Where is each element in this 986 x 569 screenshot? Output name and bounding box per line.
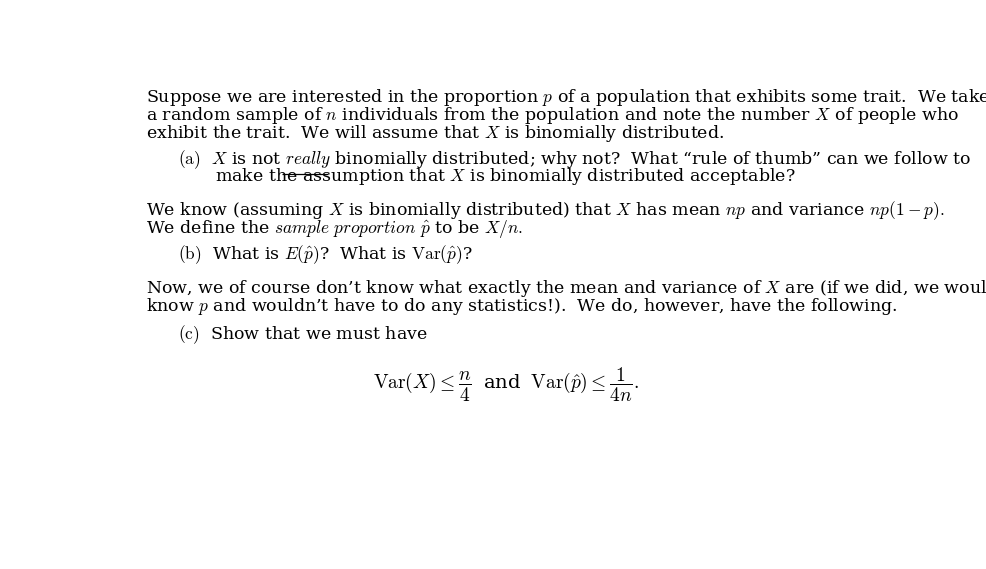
Text: $(\mathrm{c})$  Show that we must have: $(\mathrm{c})$ Show that we must have (178, 323, 428, 345)
Text: a random sample of $n$ individuals from the population and note the number $X$ o: a random sample of $n$ individuals from … (146, 105, 958, 126)
Text: exhibit the trait.  We will assume that $X$ is binomially distributed.: exhibit the trait. We will assume that $… (146, 123, 724, 144)
Text: $\mathrm{Var}(X) \leq \dfrac{n}{4}\;$ and $\;\mathrm{Var}(\hat{p}) \leq \dfrac{1: $\mathrm{Var}(X) \leq \dfrac{n}{4}\;$ an… (373, 366, 638, 405)
Text: $(\mathrm{b})$  What is $E(\hat{p})$?  What is $\mathrm{Var}(\hat{p})$?: $(\mathrm{b})$ What is $E(\hat{p})$? Wha… (178, 244, 472, 266)
Text: make the assumption that $X$ is binomially distributed acceptable?: make the assumption that $X$ is binomial… (215, 166, 795, 187)
Text: know $p$ and wouldn’t have to do any statistics!).  We do, however, have the fol: know $p$ and wouldn’t have to do any sta… (146, 296, 897, 317)
Text: We define the $\it{sample\ proportion}$ $\hat{p}$ to be $X/n.$: We define the $\it{sample\ proportion}$ … (146, 218, 523, 240)
Text: We know (assuming $X$ is binomially distributed) that $X$ has mean $np$ and vari: We know (assuming $X$ is binomially dist… (146, 200, 944, 222)
Text: Suppose we are interested in the proportion $p$ of a population that exhibits so: Suppose we are interested in the proport… (146, 87, 986, 108)
Text: Now, we of course don’t know what exactly the mean and variance of $X$ are (if w: Now, we of course don’t know what exactl… (146, 278, 986, 299)
Text: $(\mathrm{a})$  $X$ is not $\it{really}$ binomially distributed; why not?  What : $(\mathrm{a})$ $X$ is not $\it{really}$ … (178, 148, 970, 171)
